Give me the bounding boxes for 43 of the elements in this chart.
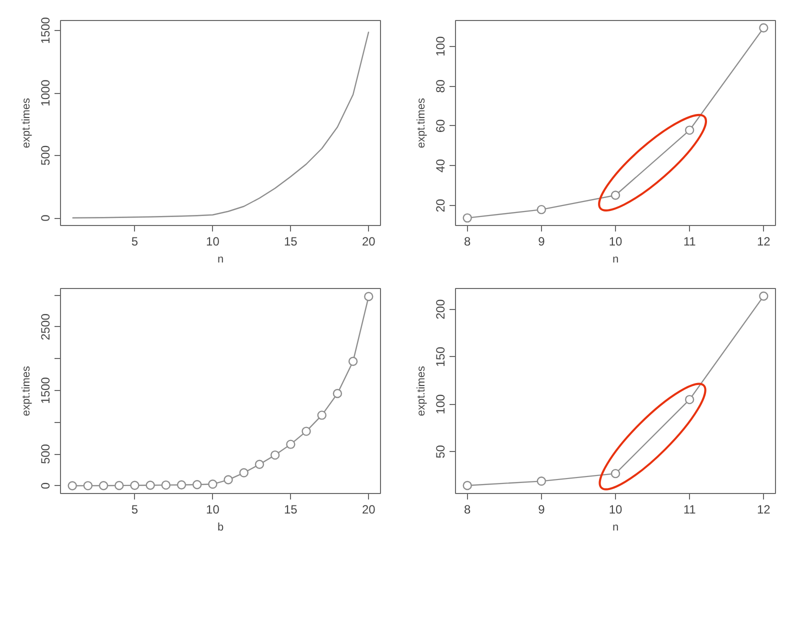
y-tick-label: 100 [434, 394, 448, 414]
x-tick-label: 8 [464, 502, 472, 516]
x-tick-label: 5 [131, 502, 138, 516]
y-tick-label: 150 [434, 346, 448, 367]
x-tick-label: 9 [538, 502, 546, 516]
x-axis-title: n [612, 522, 619, 534]
y-tick-label: 80 [434, 79, 448, 93]
y-axis-title: expt.times [416, 97, 428, 148]
x-tick-label: 8 [464, 234, 472, 248]
y-tick-label: 200 [434, 299, 448, 320]
y-tick-label: 1500 [38, 376, 52, 404]
x-tick-label: 12 [756, 234, 771, 248]
x-tick-label: 20 [362, 502, 376, 516]
y-axis-title: expt.times [20, 365, 32, 416]
x-axis-title: b [217, 522, 224, 534]
x-tick-label: 12 [756, 502, 771, 516]
y-tick-label: 40 [434, 158, 448, 172]
y-tick-label: 1000 [38, 79, 52, 106]
y-tick-label: 2500 [38, 313, 52, 340]
x-tick-label: 11 [683, 502, 696, 516]
y-tick-label: 60 [434, 118, 448, 133]
x-axis-title: n [612, 254, 619, 266]
y-tick-label: 50 [434, 444, 448, 458]
x-tick-label: 15 [284, 234, 298, 248]
y-tick-label: 500 [38, 145, 52, 166]
x-axis-title: n [217, 254, 224, 266]
y-tick-label: 100 [434, 36, 448, 56]
x-tick-label: 10 [608, 234, 622, 248]
x-tick-label: 10 [206, 502, 220, 516]
x-tick-label: 15 [284, 502, 298, 516]
y-axis-title: expt.times [416, 365, 428, 416]
y-tick-label: 500 [38, 444, 52, 464]
x-tick-label: 11 [683, 234, 696, 248]
x-tick-label: 20 [362, 234, 376, 248]
y-tick-label: 0 [38, 482, 52, 490]
y-tick-label: 20 [434, 198, 448, 212]
x-tick-label: 5 [131, 234, 138, 248]
y-tick-label: 1500 [38, 16, 52, 44]
y-axis-title: expt.times [20, 97, 32, 148]
y-tick-label: 0 [38, 214, 52, 222]
x-tick-label: 9 [538, 234, 546, 248]
x-tick-label: 10 [206, 234, 220, 248]
x-tick-label: 10 [608, 502, 622, 516]
